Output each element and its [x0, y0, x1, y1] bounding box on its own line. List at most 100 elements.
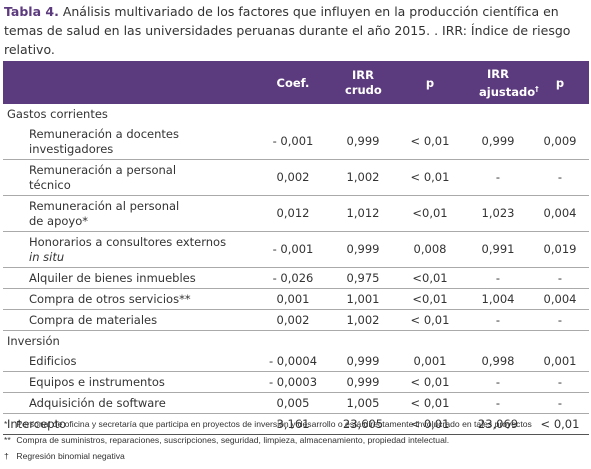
cell: 1,002: [331, 159, 395, 196]
cell: -: [465, 267, 531, 289]
row-label: Adquisición de software: [3, 392, 255, 414]
row-label-text: Remuneración a docentes investigadores: [29, 126, 179, 156]
row-label-text: Remuneración al personal de apoyo*: [29, 198, 180, 228]
row-label-text: Equipos e instrumentos: [29, 374, 165, 389]
row-label-text: Alquiler de bienes inmuebles: [29, 270, 196, 285]
header-label: p: [555, 75, 565, 90]
cell: 0,004: [531, 195, 589, 232]
caption-text: Análisis multivariado de los factores qu…: [4, 4, 571, 57]
header-cell: [3, 61, 255, 104]
header-cell: IRR ajustado†: [465, 61, 539, 104]
header-row: Coef. IRR crudo p IRR ajustado† p: [3, 61, 589, 104]
header-mark: †: [535, 84, 539, 93]
table-row: Remuneración a personal técnico 0,002 1,00…: [3, 159, 589, 196]
row-label-text: Remuneración a personal técnico: [29, 162, 177, 192]
section-row: Inversión: [3, 331, 589, 352]
cell: 0,998: [465, 351, 531, 372]
footnote: * Personal de oficina y secretaría que p…: [4, 416, 588, 432]
cell: 1,001: [331, 288, 395, 310]
row-label-text: Honorarios a consultores externos: [29, 234, 227, 249]
cell: 0,999: [331, 371, 395, 393]
cell: 0,008: [395, 231, 465, 268]
section-row: Gastos corrientes: [3, 104, 589, 124]
cell: 1,012: [331, 195, 395, 232]
table-row: Remuneración al personal de apoyo* 0,012 1…: [3, 195, 589, 232]
cell: 0,009: [531, 124, 589, 160]
table-row: Alquiler de bienes inmuebles - 0,026 0,975…: [3, 267, 589, 289]
cell: < 0,01: [395, 371, 465, 393]
cell: -: [531, 392, 589, 414]
header-label: p: [425, 75, 435, 90]
footnote-text: Personal de oficina y secretaría que par…: [16, 419, 532, 429]
cell: 1,005: [331, 392, 395, 414]
row-label: Equipos e instrumentos: [3, 371, 255, 393]
cell: - 0,026: [255, 267, 331, 289]
caption: Tabla 4. Análisis multivariado de los fa…: [4, 2, 584, 59]
cell: 0,991: [465, 231, 531, 268]
table-row: Adquisición de software 0,005 1,005 < 0,01-…: [3, 392, 589, 414]
results-table: Coef. IRR crudo p IRR ajustado† p Gastos cor…: [3, 61, 589, 435]
cell: 0,999: [331, 124, 395, 160]
cell: < 0,01: [531, 413, 589, 435]
footnote-symbol: **: [4, 435, 11, 445]
cell: 0,012: [255, 195, 331, 232]
row-label: Alquiler de bienes inmuebles: [3, 267, 255, 289]
table-row: Edificios - 0,0004 0,999 0,001 0,998 0,001: [3, 351, 589, 372]
cell: 1,023: [465, 195, 531, 232]
cell: -: [465, 392, 531, 414]
header-cell: p: [531, 61, 589, 104]
cell: <0,01: [395, 267, 465, 289]
header-cell: p: [395, 61, 465, 104]
row-label: Remuneración al personal de apoyo*: [3, 195, 255, 232]
table-row: Compra de materiales 0,002 1,002 < 0,01- -: [3, 309, 589, 331]
cell: <0,01: [395, 195, 465, 232]
row-label-text: Edificios: [29, 353, 77, 368]
row-label-text: Compra de materiales: [29, 312, 158, 327]
cell: 23,069: [465, 413, 531, 435]
row-label: Intercepto: [3, 413, 255, 435]
footnote-symbol: *: [4, 419, 8, 429]
caption-label: Tabla 4.: [4, 4, 59, 19]
row-label-italic: in situ: [29, 249, 65, 264]
cell: -: [531, 159, 589, 196]
section-title: Gastos corrientes: [7, 106, 108, 121]
row-label: Edificios: [3, 351, 255, 372]
table-body: Gastos corrientes Remuneración a docentes…: [3, 104, 589, 435]
footnote-text: Compra de suministros, reparaciones, sus…: [16, 435, 450, 445]
header-label: Coef.: [276, 75, 310, 90]
cell: 1,002: [331, 309, 395, 331]
row-label: Honorarios a consultores externos in situ: [3, 231, 255, 268]
row-label: Remuneración a docentes investigadores: [3, 124, 255, 160]
section-title: Inversión: [7, 333, 60, 348]
cell: - 0,0003: [255, 371, 331, 393]
cell: 0,999: [465, 124, 531, 160]
cell: <0,01: [395, 288, 465, 310]
footnote: † Regresión binomial negativa: [4, 448, 588, 464]
row-label: Compra de materiales: [3, 309, 255, 331]
table-row: Compra de otros servicios** 0,001 1,001 <0,…: [3, 288, 589, 310]
row-label-text: Intercepto: [7, 416, 66, 431]
cell: -: [531, 309, 589, 331]
header-label: IRR crudo: [345, 68, 382, 97]
row-label: Compra de otros servicios**: [3, 288, 255, 310]
header-label: IRR ajustado: [479, 66, 536, 99]
cell: -: [465, 159, 531, 196]
cell: 0,001: [255, 288, 331, 310]
cell: -: [465, 371, 531, 393]
cell: -: [531, 371, 589, 393]
footnote: ** Compra de suministros, reparaciones, …: [4, 432, 588, 448]
cell: 0,005: [255, 392, 331, 414]
cell: 0,001: [531, 351, 589, 372]
cell: - 0,0004: [255, 351, 331, 372]
cell: - 0,001: [255, 231, 331, 268]
header-cell: IRR crudo: [331, 61, 395, 104]
cell: < 0,01: [395, 413, 465, 435]
cell: 3,161: [255, 413, 331, 435]
cell: 1,004: [465, 288, 531, 310]
cell: 0,001: [395, 351, 465, 372]
row-label-text: Compra de otros servicios**: [29, 291, 191, 306]
row-label: Remuneración a personal técnico: [3, 159, 255, 196]
footnote-text: Regresión binomial negativa: [16, 451, 125, 461]
cell: 0,019: [531, 231, 589, 268]
